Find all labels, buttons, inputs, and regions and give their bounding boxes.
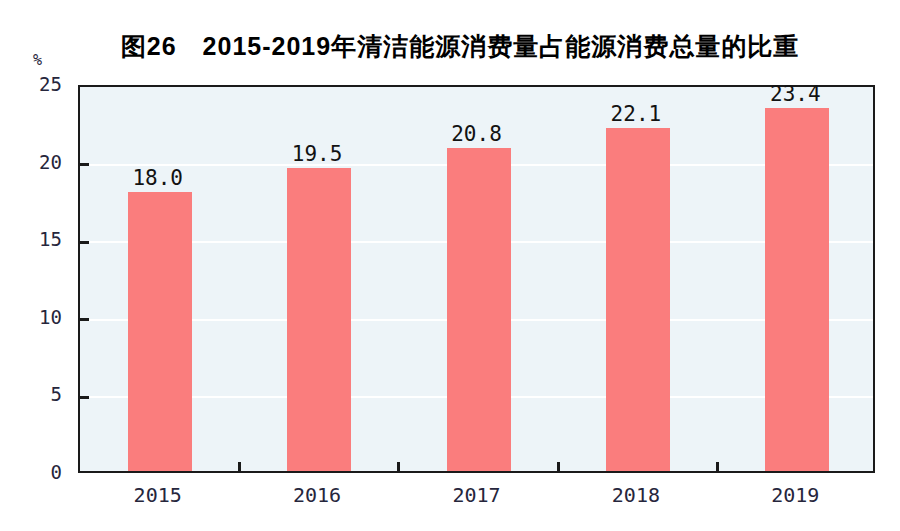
y-axis-label-5: 5 [0, 383, 62, 405]
chart-title: 图26 2015-2019年清洁能源消费量占能源消费总量的比重 [0, 30, 900, 63]
y-axis-tick-15 [80, 241, 89, 244]
y-axis-label-10: 10 [0, 306, 62, 328]
bar-2017 [447, 148, 511, 471]
bar-2015 [128, 192, 192, 471]
y-axis-tick-20 [80, 163, 89, 166]
bar-value-label-2018: 22.1 [576, 102, 696, 126]
chart-figure: 图26 2015-2019年清洁能源消费量占能源消费总量的比重 % 0 5 10 15… [0, 0, 900, 531]
y-axis-tick-5 [80, 396, 89, 399]
bar-value-label-2017: 20.8 [417, 122, 537, 146]
x-axis-label-2019: 2019 [735, 483, 855, 507]
y-axis-label-20: 20 [0, 151, 62, 173]
x-axis-tick-3 [557, 462, 560, 471]
y-axis-tick-10 [80, 318, 89, 321]
y-axis-label-25: 25 [0, 73, 62, 95]
bar-2016 [287, 168, 351, 471]
x-axis-label-2015: 2015 [98, 483, 218, 507]
bar-2019 [765, 108, 829, 471]
x-axis-tick-2 [397, 462, 400, 471]
x-axis-label-2016: 2016 [257, 483, 377, 507]
bar-2018 [606, 128, 670, 471]
x-axis-tick-1 [238, 462, 241, 471]
bar-value-label-2015: 18.0 [98, 166, 218, 190]
x-axis-label-2017: 2017 [417, 483, 537, 507]
y-axis-unit-label: % [0, 51, 42, 69]
bar-value-label-2016: 19.5 [257, 142, 377, 166]
x-axis-label-2018: 2018 [576, 483, 696, 507]
y-axis-label-0: 0 [0, 461, 62, 483]
x-axis-tick-4 [716, 462, 719, 471]
y-axis-label-15: 15 [0, 228, 62, 250]
bar-value-label-2019: 23.4 [735, 82, 855, 106]
